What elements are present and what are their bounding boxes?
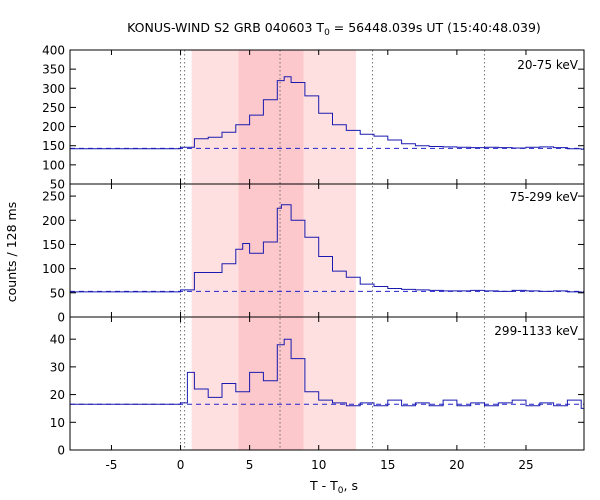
y-tick-label-0-4: 250 xyxy=(42,101,65,115)
series-line-0 xyxy=(70,76,584,150)
panel-frame-2 xyxy=(69,316,585,451)
y-tick-label-2-2: 20 xyxy=(50,388,65,402)
x-tick-label-6: 25 xyxy=(518,458,533,472)
y-tick-label-0-0: 50 xyxy=(50,178,65,192)
reference-lines xyxy=(180,50,485,450)
ticks-layer: 5010015020025030035040005010015020025001… xyxy=(42,44,584,472)
series-layer xyxy=(70,76,584,409)
x-tick-label-2: 5 xyxy=(246,458,254,472)
y-tick-label-2-3: 30 xyxy=(50,360,65,374)
y-axis-label: counts / 128 ms xyxy=(4,202,19,302)
x-tick-label-0: -5 xyxy=(105,458,117,472)
x-tick-label-4: 15 xyxy=(380,458,395,472)
y-tick-label-0-6: 350 xyxy=(42,63,65,77)
x-axis-label: T - T0, s xyxy=(309,478,358,496)
shaded-regions xyxy=(191,50,357,450)
y-tick-label-1-3: 150 xyxy=(42,238,65,252)
y-tick-label-1-4: 200 xyxy=(42,214,65,228)
y-tick-label-1-2: 100 xyxy=(42,262,65,276)
y-tick-label-1-0: 0 xyxy=(57,311,65,325)
panel-frames xyxy=(69,49,585,451)
y-tick-label-2-1: 10 xyxy=(50,416,65,430)
series-line-1 xyxy=(70,204,584,293)
y-tick-label-2-0: 0 xyxy=(57,444,65,458)
shaded-region-1 xyxy=(238,50,304,450)
y-tick-label-0-1: 100 xyxy=(42,158,65,172)
series-line-2 xyxy=(70,338,584,409)
y-tick-label-0-5: 300 xyxy=(42,82,65,96)
x-tick-label-1: 0 xyxy=(177,458,185,472)
panel-label-75-299: 75-299 keV xyxy=(510,190,579,204)
y-tick-label-0-3: 200 xyxy=(42,120,65,134)
y-tick-label-1-5: 250 xyxy=(42,190,65,204)
x-tick-label-3: 10 xyxy=(311,458,326,472)
chart-title: KONUS-WIND S2 GRB 040603 T0 = 56448.039s… xyxy=(127,20,541,38)
x-tick-label-5: 20 xyxy=(449,458,464,472)
panel-label-20-75: 20-75 keV xyxy=(517,58,579,72)
y-tick-label-0-7: 400 xyxy=(42,44,65,58)
y-tick-label-2-4: 40 xyxy=(50,333,65,347)
panel-label-299-1133: 299-1133 keV xyxy=(494,324,578,338)
y-tick-label-1-1: 50 xyxy=(50,286,65,300)
y-tick-label-0-2: 150 xyxy=(42,139,65,153)
